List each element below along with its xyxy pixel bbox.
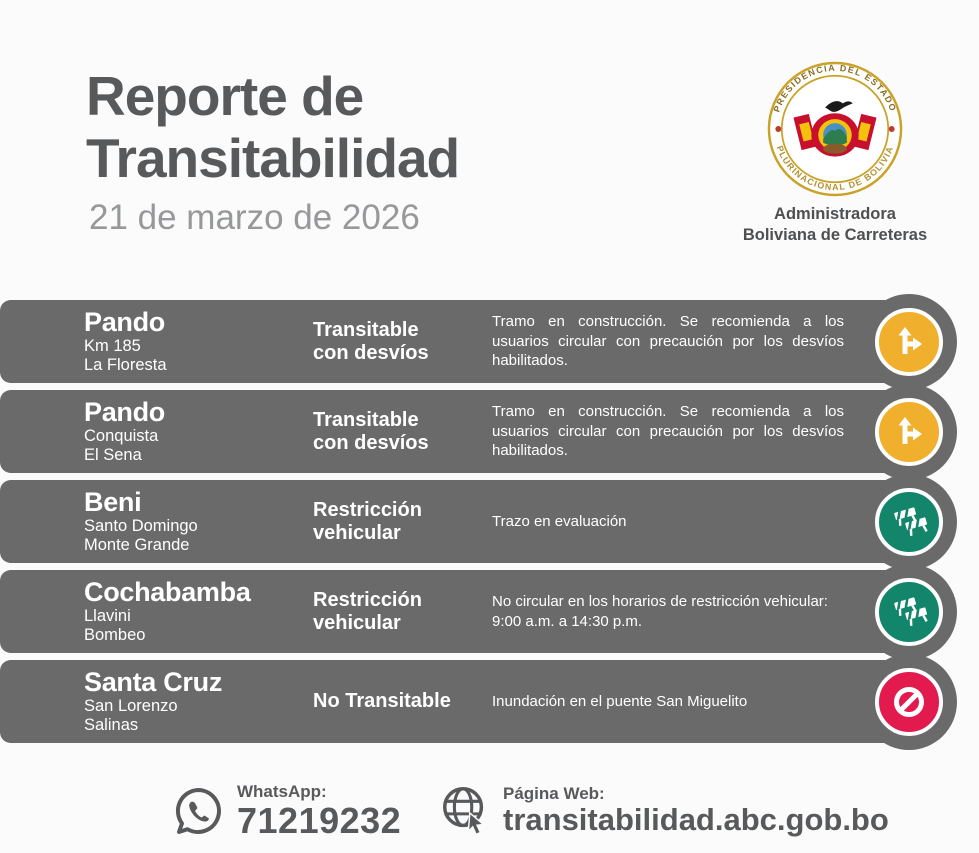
- status-description: No circular en los horarios de restricci…: [492, 593, 828, 630]
- bolivia-state-seal-icon: PRESIDENCIA DEL ESTADO PLURINACIONAL DE …: [767, 61, 903, 197]
- status-badge: [861, 383, 957, 480]
- road-barrier-icon: [875, 577, 943, 646]
- detour-sign-icon: [875, 307, 943, 376]
- location-line: Salinas: [84, 715, 139, 734]
- status-label: Transitable con desvíos: [313, 318, 429, 364]
- location-line: Conquista: [84, 426, 159, 445]
- status-label: Restricción vehicular: [313, 498, 422, 544]
- org-block: PRESIDENCIA DEL ESTADO PLURINACIONAL DE …: [722, 60, 948, 247]
- route-location: Santa Cruz San Lorenzo Salinas: [84, 668, 298, 734]
- status-badge: [861, 293, 957, 390]
- website-text: Página Web: transitabilidad.abc.gob.bo: [503, 784, 889, 837]
- route-location: Cochabamba Llavini Bombeo: [84, 578, 298, 644]
- coat-of-arms: [793, 101, 877, 157]
- location-line: Llavini: [84, 606, 131, 625]
- whatsapp-label: WhatsApp:: [237, 782, 327, 801]
- table-row: Santa Cruz San Lorenzo Salinas No Transi…: [0, 653, 957, 750]
- region-name: Santa Cruz: [84, 667, 223, 698]
- status-badge: [861, 473, 957, 570]
- org-name: Administradora Boliviana de Carreteras: [742, 205, 928, 245]
- location-line: Bombeo: [84, 625, 146, 644]
- status-description: Trazo en evaluación: [492, 512, 627, 530]
- no-entry-icon: [875, 667, 943, 736]
- region-name: Pando: [84, 307, 166, 338]
- table-row: Pando Km 185 La Floresta Transitable con…: [0, 293, 957, 390]
- status-description: Tramo en construcción. Se recomienda a l…: [492, 403, 844, 460]
- location-line: San Lorenzo: [84, 696, 178, 715]
- route-location: Beni Santo Domingo Monte Grande: [84, 488, 298, 554]
- location-line: Santo Domingo: [84, 516, 198, 535]
- status-description: Tramo en construcción. Se recomienda a l…: [492, 313, 844, 370]
- table-row: Pando Conquista El Sena Transitable con …: [0, 383, 957, 480]
- website-label: Página Web:: [503, 783, 605, 803]
- status-badge: [861, 563, 957, 660]
- table-row: Cochabamba Llavini Bombeo Restricción ve…: [0, 563, 957, 660]
- table-row: Beni Santo Domingo Monte Grande Restricc…: [0, 473, 957, 570]
- website-url: transitabilidad.abc.gob.bo: [503, 801, 889, 837]
- page-title: Reporte de Transitabilidad: [86, 65, 460, 189]
- whatsapp-text: WhatsApp: 71219232: [237, 782, 401, 840]
- report-list: Pando Km 185 La Floresta Transitable con…: [0, 293, 957, 750]
- location-line: El Sena: [84, 445, 142, 464]
- detour-sign-icon: [875, 397, 943, 466]
- report-date: 21 de marzo de 2026: [89, 198, 420, 237]
- whatsapp-icon: [176, 788, 221, 835]
- whatsapp-number: 71219232: [237, 800, 402, 842]
- status-label: No Transitable: [313, 690, 451, 712]
- status-badge: [861, 653, 957, 750]
- globe-cursor-icon: [443, 787, 486, 836]
- region-name: Beni: [84, 487, 142, 518]
- route-location: Pando Km 185 La Floresta: [84, 308, 298, 374]
- whatsapp-contact: WhatsApp: 71219232: [170, 782, 401, 840]
- location-line: La Floresta: [84, 355, 167, 374]
- region-name: Cochabamba: [84, 577, 251, 608]
- location-line: Km 185: [84, 336, 141, 355]
- status-description: Inundación en el puente San Miguelito: [492, 692, 748, 710]
- region-name: Pando: [84, 397, 166, 428]
- route-location: Pando Conquista El Sena: [84, 398, 298, 464]
- website-contact: Página Web: transitabilidad.abc.gob.bo: [438, 782, 889, 838]
- location-line: Monte Grande: [84, 535, 190, 554]
- status-label: Transitable con desvíos: [313, 408, 429, 454]
- road-barrier-icon: [875, 487, 943, 556]
- status-label: Restricción vehicular: [313, 588, 422, 634]
